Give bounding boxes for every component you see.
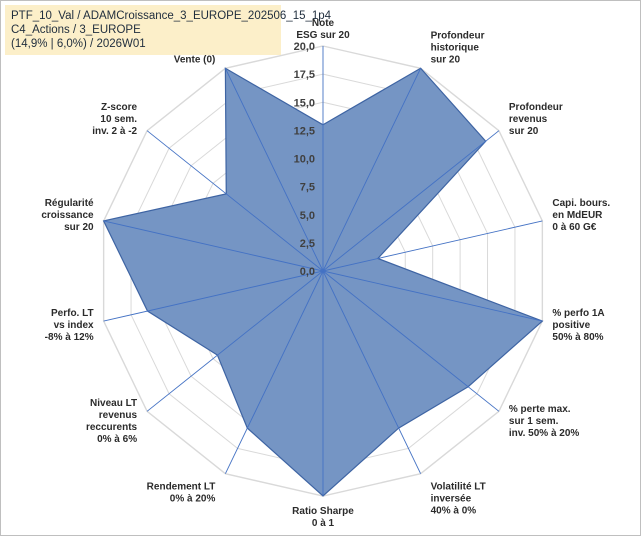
axis-label-line: inversée <box>431 494 472 505</box>
axis-label-line: Niveau LT <box>90 398 137 409</box>
portfolio-info-line-2: C4_Actions / 3_EUROPE <box>11 24 141 36</box>
spoke-6 <box>322 270 500 412</box>
axis-label-line: en MdEUR <box>552 210 603 221</box>
axis-label-line: Régularité <box>45 198 94 209</box>
axis-label-line: revenus <box>99 410 138 421</box>
axis-label-line: 0 à 1 <box>312 518 335 529</box>
axis-label-line: Perfo. LT <box>51 308 94 319</box>
axis-label-line: Z-score <box>101 102 138 113</box>
axis-label-line: Rendement LT <box>147 482 216 493</box>
tick-label: 0,0 <box>300 266 315 278</box>
radial-tick-labels: 0,0 2,5 5,0 7,5 10,0 12,5 15,0 17,5 20,0 <box>294 41 315 278</box>
spoke-7 <box>322 270 422 474</box>
axis-label-line: reccurents <box>86 422 138 433</box>
axis-label-line: revenus <box>509 114 548 125</box>
tick-label: 5,0 <box>300 210 315 222</box>
axis-label-line: Volatilité LT <box>431 482 486 493</box>
axis-label-line: inv. 50% à 20% <box>509 428 580 439</box>
axis-label-line: Profondeur <box>509 102 563 113</box>
spoke-9 <box>224 270 324 474</box>
spoke-3 <box>322 130 500 272</box>
axis-label-line: % perfo 1A <box>552 308 604 319</box>
tick-label: 7,5 <box>300 182 315 194</box>
axis-label-line: vs index <box>54 320 94 331</box>
radar-spokes <box>103 46 543 496</box>
axis-label-line: sur 20 <box>509 126 539 137</box>
spoke-5 <box>322 270 543 322</box>
axis-label-line: Vente (0) <box>174 54 216 65</box>
axis-label-6: % perte max.sur 1 sem.inv. 50% à 20% <box>509 404 580 439</box>
axis-label-line: Ratio Sharpe <box>292 506 354 517</box>
axis-label-line: inv. 2 à -2 <box>92 126 137 137</box>
tick-label: 12,5 <box>294 125 315 137</box>
axis-label-line: Note <box>312 18 335 29</box>
tick-label: 17,5 <box>294 69 315 81</box>
portfolio-info-line-1: PTF_10_Val / ADAMCroissance_3_EUROPE_202… <box>11 10 332 22</box>
axis-label-9: Rendement LT0% à 20% <box>147 482 216 505</box>
portfolio-info-line-3: (14,9% | 6,0%) / 2026W01 <box>11 38 146 50</box>
axis-label-line: sur 20 <box>64 222 94 233</box>
axis-label-line: 50% à 80% <box>552 332 603 343</box>
tick-label: 20,0 <box>294 41 315 53</box>
axis-label-line: % perte max. <box>509 404 571 415</box>
spoke-13 <box>146 130 324 272</box>
spoke-2 <box>322 68 422 272</box>
axis-label-line: -8% à 12% <box>45 332 94 343</box>
axis-label-line: 40% à 0% <box>431 506 477 517</box>
axis-label-line: Capi. bours. <box>552 198 610 209</box>
axis-label-line: Profondeur <box>431 30 485 41</box>
axis-label-line: ESG sur 20 <box>296 30 350 41</box>
spoke-10 <box>146 270 324 412</box>
axis-label-line: croissance <box>41 210 94 221</box>
axis-label-line: positive <box>552 320 590 331</box>
axis-label-line: 0 à 60 G€ <box>552 222 596 233</box>
tick-label: 15,0 <box>294 97 315 109</box>
spoke-12 <box>103 220 324 272</box>
axis-label-line: 0% à 20% <box>170 494 216 505</box>
axis-label-line: sur 1 sem. <box>509 416 559 427</box>
tick-label: 10,0 <box>294 154 315 166</box>
tick-label: 2,5 <box>300 238 315 250</box>
spoke-11 <box>103 270 324 322</box>
axis-label-line: 0% à 6% <box>97 434 137 445</box>
spoke-14 <box>224 68 324 272</box>
portfolio-info-box: PTF_10_Val / ADAMCroissance_3_EUROPE_202… <box>5 5 332 55</box>
axis-label-line: 10 sem. <box>100 114 137 125</box>
axis-label-line: historique <box>431 42 480 53</box>
spoke-4 <box>322 220 543 272</box>
axis-label-line: sur 20 <box>431 54 461 65</box>
